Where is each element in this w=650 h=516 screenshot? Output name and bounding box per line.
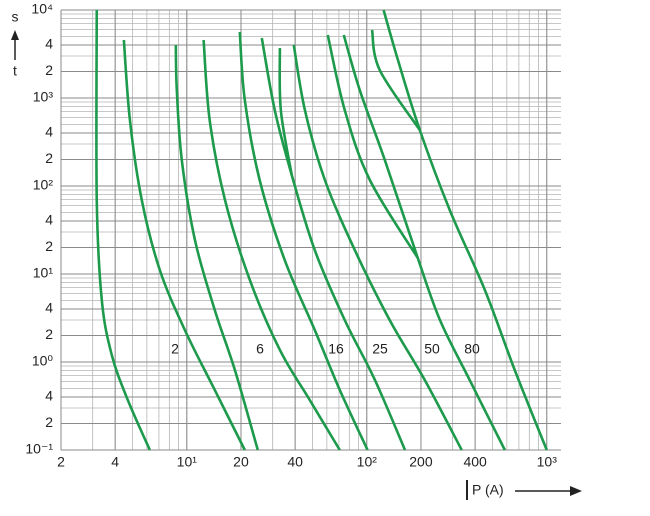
y-tick-label: 2	[45, 414, 53, 430]
x-tick-label: 400	[463, 454, 487, 470]
y-tick-label: 4	[45, 36, 53, 52]
curve-label: 6	[256, 341, 264, 357]
y-tick-label: 2	[45, 62, 53, 78]
y-tick-label: 10³	[33, 89, 54, 105]
curve-label: 25	[372, 341, 388, 357]
x-tick-label: 200	[409, 454, 433, 470]
curve	[278, 47, 294, 176]
x-tick-label: 2	[57, 454, 65, 470]
x-tick-label: 4	[111, 454, 119, 470]
y-tick-label: 4	[45, 388, 53, 404]
y-tick-label: 2	[45, 238, 53, 254]
y-axis-label-top: s	[12, 9, 19, 25]
y-tick-label: 2	[45, 326, 53, 342]
y-tick-label: 10¹	[33, 265, 54, 281]
curve-label: 80	[464, 341, 480, 357]
curve	[370, 29, 421, 131]
y-tick-label: 4	[45, 124, 53, 140]
curve	[95, 9, 152, 451]
curve-label: 2	[171, 341, 179, 357]
curve	[202, 39, 341, 451]
x-tick-label: 10¹	[177, 454, 198, 470]
curve	[238, 31, 369, 451]
x-axis-label: P (A)	[472, 482, 504, 498]
y-axis-label-bottom: t	[13, 63, 17, 79]
y-axis-arrowhead	[11, 30, 19, 40]
y-tick-label: 2	[45, 150, 53, 166]
curve	[174, 44, 260, 451]
y-tick-label: 4	[45, 212, 53, 228]
curve	[292, 44, 463, 451]
x-axis-arrowhead	[570, 486, 582, 496]
curve	[326, 34, 419, 259]
curve-label: 50	[424, 341, 440, 357]
y-tick-label: 4	[45, 300, 53, 316]
x-tick-label: 10²	[357, 454, 378, 470]
y-tick-label: 10⁴	[31, 1, 53, 17]
x-tick-label: 20	[233, 454, 249, 470]
x-tick-label: 40	[287, 454, 303, 470]
curve-label: 16	[328, 341, 344, 357]
curve	[260, 37, 407, 451]
curve	[382, 9, 548, 451]
curve	[122, 39, 246, 451]
y-tick-label: 10⁻¹	[25, 441, 53, 457]
y-tick-label: 10²	[33, 177, 54, 193]
x-tick-label: 10³	[537, 454, 558, 470]
curve	[342, 34, 507, 451]
y-tick-label: 10⁰	[32, 353, 54, 369]
